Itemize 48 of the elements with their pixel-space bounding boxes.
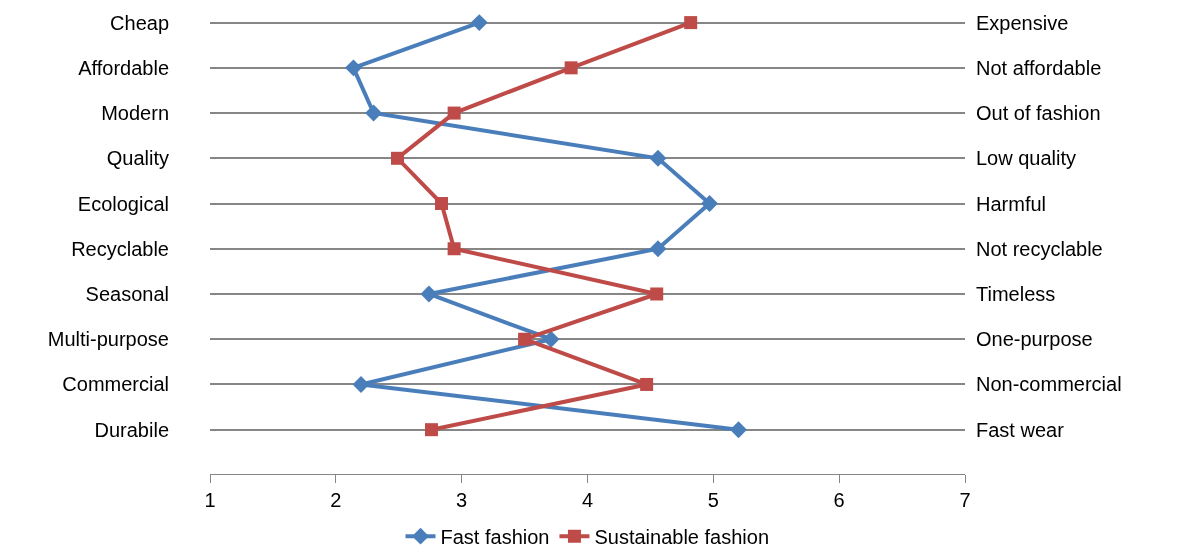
point [420, 285, 438, 303]
y2-tick-label: Harmful [976, 192, 1047, 215]
x-tick-label: 7 [959, 489, 971, 511]
y2-tick-label: Timeless [976, 282, 1056, 305]
y-tick-label: Commercial [62, 373, 169, 396]
y-tick-label: Seasonal [85, 282, 169, 305]
y-tick-label: Quality [106, 147, 169, 170]
point [435, 197, 449, 211]
point [730, 421, 747, 439]
x-tick-label: 1 [204, 489, 216, 511]
point [684, 16, 698, 30]
y-tick-label: Cheap [110, 11, 169, 34]
point [564, 61, 578, 75]
y-tick-label: Multi-purpose [47, 328, 169, 351]
y2-tick-label: Low quality [976, 147, 1077, 170]
point [649, 240, 667, 258]
legend-label: Sustainable fashion [594, 525, 770, 548]
point [447, 242, 461, 256]
y-tick-label: Durabile [94, 418, 169, 441]
point [447, 106, 461, 120]
point [390, 151, 404, 165]
x-tick-label: 2 [330, 489, 342, 511]
y2-tick-label: Fast wear [976, 418, 1065, 441]
x-tick-label: 4 [581, 489, 594, 511]
y2-tick-label: Non-commercial [976, 373, 1122, 396]
y2-tick-label: Out of fashion [976, 102, 1101, 125]
y2-tick-label: Expensive [976, 11, 1069, 34]
point [470, 14, 488, 32]
point [345, 59, 362, 77]
point [365, 104, 383, 122]
x-tick-label: 3 [456, 489, 468, 511]
point [542, 330, 560, 348]
y2-tick-label: One-purpose [976, 328, 1093, 351]
point [424, 423, 438, 437]
x-tick-label: 5 [707, 489, 719, 511]
point [518, 332, 532, 346]
y-tick-label: Affordable [78, 56, 169, 79]
point [649, 149, 667, 167]
legend-label: Fast fashion [440, 525, 550, 548]
x-tick-label: 6 [833, 489, 845, 511]
point [640, 377, 654, 391]
y2-tick-label: Not recyclable [976, 237, 1103, 260]
y-tick-label: Modern [101, 102, 169, 125]
point [650, 287, 664, 301]
y2-tick-label: Not affordable [976, 56, 1102, 79]
y-tick-label: Recyclable [71, 237, 169, 260]
y-tick-label: Ecological [77, 192, 169, 215]
point [701, 195, 719, 212]
